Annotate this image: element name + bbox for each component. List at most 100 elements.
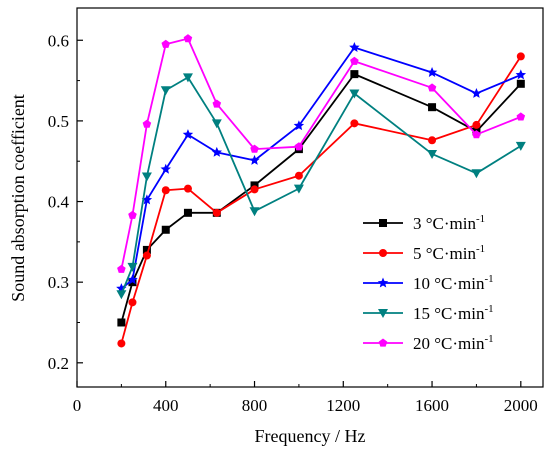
data-point (427, 149, 438, 159)
data-point (211, 146, 223, 157)
series-2 (117, 52, 525, 348)
data-point (379, 219, 387, 227)
data-point (427, 83, 437, 92)
data-point (161, 39, 171, 48)
data-point (516, 79, 525, 88)
data-point (515, 69, 527, 80)
series-3 (116, 42, 527, 294)
data-point (294, 171, 303, 180)
legend-label-superscript: -1 (485, 273, 494, 285)
legend-label: 20 °C·min-1 (413, 333, 494, 353)
data-point (211, 119, 222, 129)
data-point (161, 225, 170, 234)
data-point (294, 142, 304, 151)
data-point (516, 52, 525, 61)
data-point (379, 249, 387, 257)
data-point (127, 262, 138, 272)
y-axis-title: Sound absorption coefficient (8, 94, 28, 302)
data-point (116, 290, 127, 300)
data-point (142, 119, 152, 128)
legend-label: 10 °C·min-1 (413, 273, 494, 293)
plot-frame (76, 7, 544, 388)
legend-label-superscript: -1 (485, 333, 494, 345)
data-point (182, 129, 194, 140)
legend-label-text: 15 °C·min (413, 304, 485, 323)
data-point (250, 144, 259, 153)
y-tick-label: 0.3 (48, 273, 69, 292)
data-point (161, 186, 170, 195)
data-point (142, 251, 151, 260)
data-point (128, 298, 137, 307)
legend-item: 10 °C·min-1 (363, 273, 494, 293)
x-tick-label: 2000 (504, 396, 538, 415)
data-point (142, 245, 151, 254)
legend-label: 15 °C·min-1 (413, 303, 494, 323)
data-point (117, 339, 126, 348)
data-point (428, 136, 437, 145)
y-tick-label: 0.5 (48, 112, 69, 131)
data-point (249, 154, 260, 165)
data-point (249, 207, 260, 217)
data-point (426, 67, 438, 77)
legend-label-text: 3 °C·min (413, 214, 476, 233)
y-tick-label: 0.2 (48, 354, 69, 373)
data-point (183, 184, 192, 193)
data-point (293, 120, 305, 131)
x-tick-label: 0 (73, 396, 82, 415)
data-point (183, 208, 192, 217)
data-point (378, 309, 388, 318)
y-tick-label: 0.6 (48, 31, 69, 50)
data-point (472, 120, 481, 129)
legend: 3 °C·min-15 °C·min-110 °C·min-115 °C·min… (363, 213, 494, 353)
legend-label-superscript: -1 (485, 303, 494, 315)
data-point (250, 181, 259, 190)
x-tick-label: 400 (153, 396, 179, 415)
data-point (117, 264, 126, 273)
data-point (293, 184, 304, 194)
x-tick-label: 1600 (415, 396, 449, 415)
series-line (120, 76, 522, 295)
data-point (182, 73, 193, 83)
data-point (160, 86, 171, 96)
series-line (120, 55, 522, 344)
data-point (471, 169, 482, 179)
data-point (250, 185, 259, 194)
data-point (141, 194, 153, 205)
axis-ticks: 0 400 800 1200 1600 2000 0.2 0.3 0.4 0.5 0.6 (48, 31, 538, 415)
data-point (349, 89, 360, 99)
data-point (472, 130, 481, 139)
data-point (350, 70, 359, 79)
x-tick-label: 1200 (326, 396, 360, 415)
data-point (212, 208, 221, 217)
y-tick-label: 0.4 (48, 193, 70, 212)
legend-label-text: 10 °C·min (413, 274, 485, 293)
legend-label: 3 °C·min-1 (413, 213, 485, 233)
x-axis-title: Frequency / Hz (255, 426, 366, 446)
legend-label-superscript: -1 (476, 243, 485, 255)
data-point (515, 141, 526, 151)
data-point (378, 338, 388, 347)
data-point (212, 99, 222, 108)
x-tick-label: 800 (242, 396, 268, 415)
data-point (160, 163, 171, 174)
legend-item: 15 °C·min-1 (363, 303, 494, 323)
data-point (350, 119, 359, 128)
series-5 (117, 34, 526, 273)
data-point (428, 103, 437, 112)
data-point (471, 87, 482, 98)
legend-label-text: 5 °C·min (413, 244, 476, 263)
data-point (128, 210, 137, 219)
data-point (516, 112, 526, 121)
legend-item: 5 °C·min-1 (363, 243, 485, 263)
legend-label-superscript: -1 (476, 213, 485, 225)
series-line (120, 37, 522, 270)
series-4 (116, 73, 526, 300)
legend-item: 20 °C·min-1 (363, 333, 494, 353)
data-point (141, 172, 152, 182)
data-point (377, 277, 389, 288)
legend-label-text: 20 °C·min (413, 334, 485, 353)
data-point (349, 42, 360, 52)
legend-label: 5 °C·min-1 (413, 243, 485, 263)
